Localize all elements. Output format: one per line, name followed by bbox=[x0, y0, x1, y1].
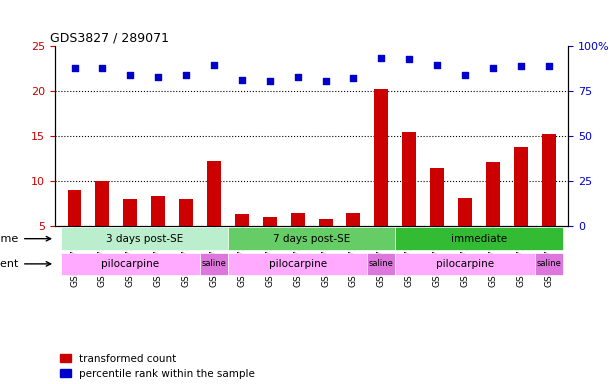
FancyBboxPatch shape bbox=[367, 253, 395, 275]
FancyBboxPatch shape bbox=[60, 253, 200, 275]
FancyBboxPatch shape bbox=[395, 227, 563, 250]
Point bbox=[432, 62, 442, 68]
Text: pilocarpine: pilocarpine bbox=[269, 259, 327, 269]
Bar bbox=[179, 199, 193, 226]
Text: agent: agent bbox=[0, 259, 51, 269]
Legend: transformed count, percentile rank within the sample: transformed count, percentile rank withi… bbox=[60, 354, 255, 379]
Bar bbox=[152, 196, 165, 226]
Point bbox=[321, 78, 331, 84]
Point bbox=[293, 74, 302, 80]
Text: immediate: immediate bbox=[451, 234, 507, 244]
Bar bbox=[95, 181, 109, 226]
Text: GDS3827 / 289071: GDS3827 / 289071 bbox=[50, 32, 169, 45]
Point bbox=[237, 77, 247, 83]
FancyBboxPatch shape bbox=[228, 253, 367, 275]
Bar bbox=[514, 147, 528, 226]
Bar bbox=[375, 89, 389, 226]
Point bbox=[404, 56, 414, 62]
Bar bbox=[235, 214, 249, 226]
Bar bbox=[430, 167, 444, 226]
Point bbox=[70, 65, 79, 71]
FancyBboxPatch shape bbox=[200, 253, 228, 275]
Point bbox=[265, 78, 275, 84]
Bar bbox=[318, 219, 332, 226]
Point bbox=[376, 55, 386, 61]
Text: pilocarpine: pilocarpine bbox=[101, 259, 159, 269]
FancyBboxPatch shape bbox=[535, 253, 563, 275]
FancyBboxPatch shape bbox=[395, 253, 535, 275]
Bar bbox=[402, 132, 416, 226]
Point bbox=[488, 65, 498, 71]
Bar bbox=[542, 134, 555, 226]
Point bbox=[460, 72, 470, 78]
Text: pilocarpine: pilocarpine bbox=[436, 259, 494, 269]
FancyBboxPatch shape bbox=[228, 227, 395, 250]
Bar bbox=[458, 198, 472, 226]
Point bbox=[544, 63, 554, 69]
Bar bbox=[263, 217, 277, 226]
Point bbox=[98, 65, 108, 71]
Text: saline: saline bbox=[536, 259, 561, 268]
Point bbox=[181, 72, 191, 78]
FancyBboxPatch shape bbox=[60, 227, 228, 250]
Text: 3 days post-SE: 3 days post-SE bbox=[106, 234, 183, 244]
Point bbox=[153, 74, 163, 80]
Point bbox=[209, 62, 219, 68]
Bar bbox=[123, 199, 137, 226]
Bar bbox=[346, 213, 360, 226]
Text: time: time bbox=[0, 234, 51, 244]
Text: 7 days post-SE: 7 days post-SE bbox=[273, 234, 350, 244]
Bar bbox=[68, 190, 81, 226]
Point bbox=[125, 72, 135, 78]
Point bbox=[516, 63, 525, 69]
Point bbox=[348, 74, 358, 81]
Bar bbox=[291, 213, 305, 226]
Bar bbox=[486, 162, 500, 226]
Text: saline: saline bbox=[369, 259, 393, 268]
Bar bbox=[207, 161, 221, 226]
Text: saline: saline bbox=[202, 259, 227, 268]
